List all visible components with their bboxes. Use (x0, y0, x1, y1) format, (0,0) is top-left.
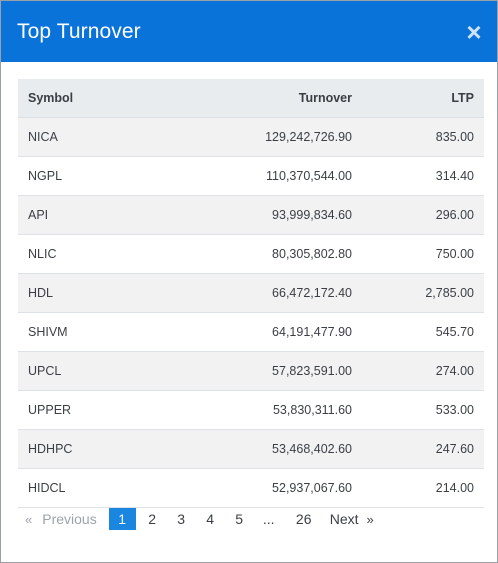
cell-symbol: SHIVM (18, 312, 128, 352)
table-row: API 93,999,834.60 296.00 (18, 195, 484, 235)
pagination: « Previous 1 2 3 4 5 ... 26 Next » (25, 508, 374, 530)
cell-ltp: 2,785.00 (362, 273, 484, 313)
cell-turnover: 66,472,172.40 (128, 273, 362, 313)
cell-ltp: 835.00 (362, 117, 484, 157)
cell-ltp: 247.60 (362, 429, 484, 469)
cell-turnover: 52,937,067.60 (128, 468, 362, 508)
turnover-table-wrapper: Symbol Turnover LTP NICA 129,242,726.90 … (18, 79, 484, 508)
cell-ltp: 750.00 (362, 234, 484, 274)
table-row: UPCL 57,823,591.00 274.00 (18, 351, 484, 391)
table-row: UPPER 53,830,311.60 533.00 (18, 390, 484, 430)
cell-turnover: 53,468,402.60 (128, 429, 362, 469)
cell-symbol: API (18, 195, 128, 235)
modal-header: Top Turnover × (1, 1, 497, 62)
turnover-table: Symbol Turnover LTP NICA 129,242,726.90 … (18, 79, 484, 508)
cell-ltp: 214.00 (362, 468, 484, 508)
cell-ltp: 314.40 (362, 156, 484, 196)
column-header-symbol[interactable]: Symbol (18, 79, 128, 118)
cell-ltp: 296.00 (362, 195, 484, 235)
table-row: SHIVM 64,191,477.90 545.70 (18, 312, 484, 352)
cell-symbol: NGPL (18, 156, 128, 196)
cell-ltp: 274.00 (362, 351, 484, 391)
cell-symbol: UPPER (18, 390, 128, 430)
next-arrow-icon[interactable]: » (366, 511, 374, 527)
cell-symbol: HIDCL (18, 468, 128, 508)
page-button-26[interactable]: 26 (295, 511, 312, 527)
table-row: HDL 66,472,172.40 2,785.00 (18, 273, 484, 313)
table-row: NGPL 110,370,544.00 314.40 (18, 156, 484, 196)
table-header-row: Symbol Turnover LTP (18, 79, 484, 118)
cell-turnover: 110,370,544.00 (128, 156, 362, 196)
page-button-3[interactable]: 3 (177, 511, 186, 527)
cell-turnover: 93,999,834.60 (128, 195, 362, 235)
cell-turnover: 53,830,311.60 (128, 390, 362, 430)
cell-symbol: HDL (18, 273, 128, 313)
cell-turnover: 64,191,477.90 (128, 312, 362, 352)
column-header-turnover[interactable]: Turnover (128, 79, 362, 118)
table-row: HIDCL 52,937,067.60 214.00 (18, 468, 484, 508)
cell-ltp: 533.00 (362, 390, 484, 430)
table-row: HDHPC 53,468,402.60 247.60 (18, 429, 484, 469)
cell-turnover: 129,242,726.90 (128, 117, 362, 157)
cell-symbol: HDHPC (18, 429, 128, 469)
table-header: Symbol Turnover LTP (18, 79, 484, 118)
cell-symbol: NLIC (18, 234, 128, 274)
page-button-2[interactable]: 2 (148, 511, 157, 527)
prev-arrow-icon: « (25, 511, 33, 527)
column-header-ltp[interactable]: LTP (362, 79, 484, 118)
pagination-ellipsis: ... (262, 511, 275, 527)
table-row: NICA 129,242,726.90 835.00 (18, 117, 484, 157)
next-page-button[interactable]: Next (329, 511, 359, 527)
page-button-1[interactable]: 1 (108, 508, 136, 530)
modal-title: Top Turnover (17, 19, 141, 43)
cell-symbol: NICA (18, 117, 128, 157)
table-row: NLIC 80,305,802.80 750.00 (18, 234, 484, 274)
cell-turnover: 57,823,591.00 (128, 351, 362, 391)
cell-turnover: 80,305,802.80 (128, 234, 362, 274)
cell-symbol: UPCL (18, 351, 128, 391)
page-button-4[interactable]: 4 (206, 511, 215, 527)
page-button-5[interactable]: 5 (235, 511, 244, 527)
previous-page-button[interactable]: Previous (42, 511, 97, 527)
cell-ltp: 545.70 (362, 312, 484, 352)
close-icon[interactable]: × (466, 16, 482, 47)
table-body: NICA 129,242,726.90 835.00 NGPL 110,370,… (18, 117, 484, 508)
